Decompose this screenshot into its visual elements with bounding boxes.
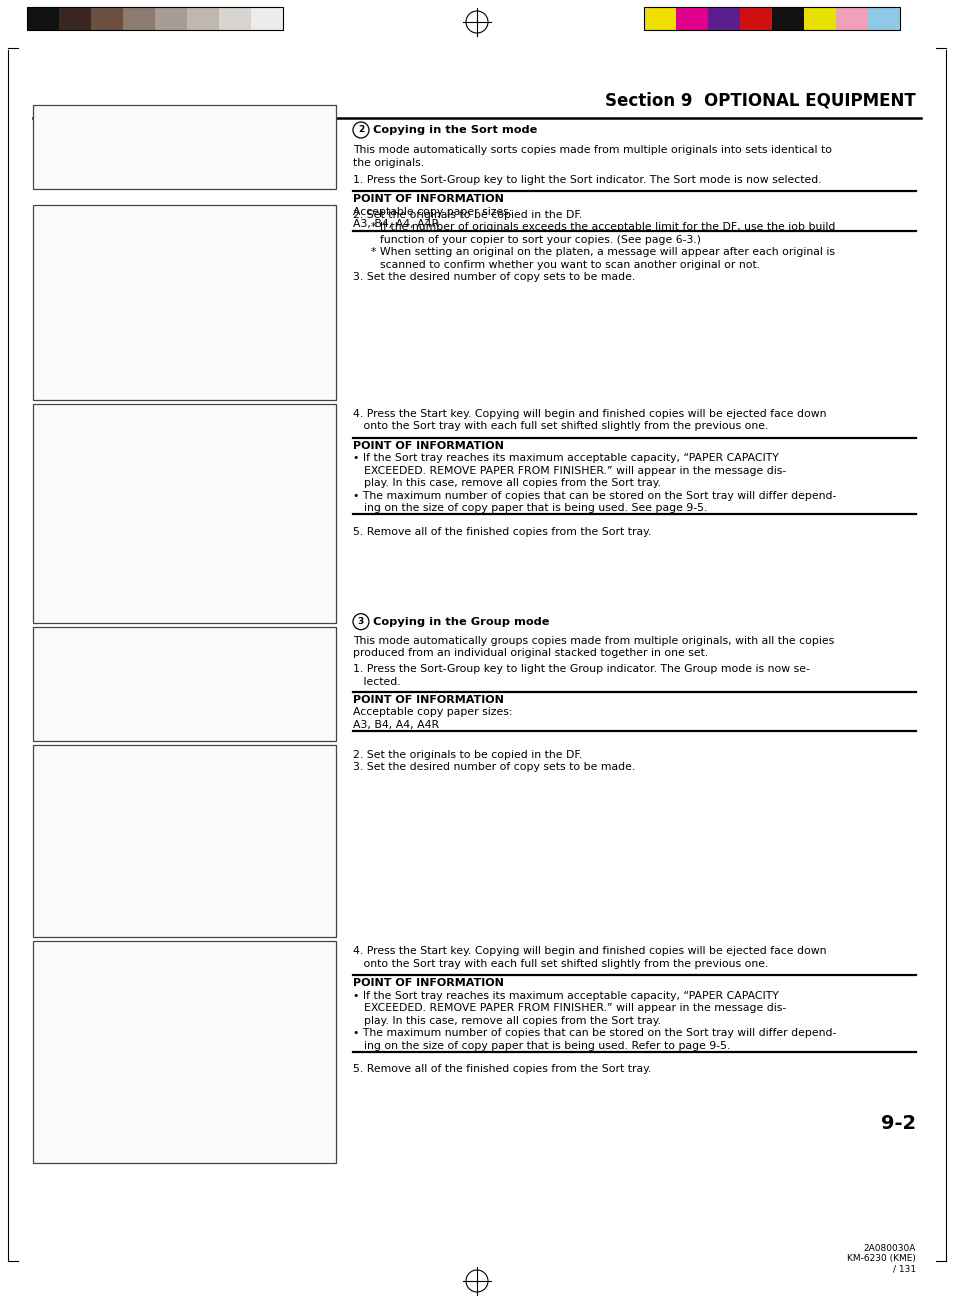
- Text: EXCEEDED. REMOVE PAPER FROM FINISHER.” will appear in the message dis-: EXCEEDED. REMOVE PAPER FROM FINISHER.” w…: [364, 465, 785, 476]
- Bar: [33, 205, 335, 400]
- Bar: [33, 941, 335, 1163]
- Text: 1. Press the Sort-Group key to light the Sort indicator. The Sort mode is now se: 1. Press the Sort-Group key to light the…: [353, 174, 821, 185]
- Bar: [643, 7, 676, 30]
- Text: Copying in the Group mode: Copying in the Group mode: [373, 616, 549, 627]
- Bar: [123, 7, 154, 30]
- Text: 9-2: 9-2: [880, 1114, 915, 1133]
- Text: 1. Press the Sort-Group key to light the Group indicator. The Group mode is now : 1. Press the Sort-Group key to light the…: [353, 665, 809, 674]
- Text: onto the Sort tray with each full set shifted slightly from the previous one.: onto the Sort tray with each full set sh…: [353, 421, 767, 431]
- Bar: [154, 7, 187, 30]
- Text: EXCEEDED. REMOVE PAPER FROM FINISHER.” will appear in the message dis-: EXCEEDED. REMOVE PAPER FROM FINISHER.” w…: [364, 1003, 785, 1013]
- Text: lected.: lected.: [353, 676, 400, 687]
- Text: * When setting an original on the platen, a message will appear after each origi: * When setting an original on the platen…: [371, 246, 834, 257]
- Text: / 131: / 131: [892, 1264, 915, 1273]
- Bar: [33, 105, 335, 189]
- Text: ing on the size of copy paper that is being used. See page 9-5.: ing on the size of copy paper that is be…: [364, 503, 706, 513]
- Text: A3, B4, A4, A4R: A3, B4, A4, A4R: [353, 219, 438, 229]
- Text: A3, B4, A4, A4R: A3, B4, A4, A4R: [353, 720, 438, 730]
- Bar: [740, 7, 771, 30]
- Text: KM-6230 (KME): KM-6230 (KME): [846, 1255, 915, 1262]
- Text: 2: 2: [357, 126, 364, 135]
- Text: produced from an individual original stacked together in one set.: produced from an individual original sta…: [353, 648, 707, 658]
- Bar: [187, 7, 219, 30]
- Text: This mode automatically sorts copies made from multiple originals into sets iden: This mode automatically sorts copies mad…: [353, 146, 831, 155]
- Bar: [33, 404, 335, 623]
- Text: 2A080030A: 2A080030A: [862, 1244, 915, 1253]
- Text: This mode automatically groups copies made from multiple originals, with all the: This mode automatically groups copies ma…: [353, 636, 833, 645]
- Text: 5. Remove all of the finished copies from the Sort tray.: 5. Remove all of the finished copies fro…: [353, 527, 651, 536]
- Bar: [59, 7, 91, 30]
- Text: POINT OF INFORMATION: POINT OF INFORMATION: [353, 194, 503, 205]
- Bar: [27, 7, 283, 30]
- Text: play. In this case, remove all copies from the Sort tray.: play. In this case, remove all copies fr…: [364, 1016, 660, 1025]
- Text: • If the Sort tray reaches its maximum acceptable capacity, “PAPER CAPACITY: • If the Sort tray reaches its maximum a…: [353, 991, 778, 1000]
- Bar: [835, 7, 867, 30]
- Text: the originals.: the originals.: [353, 157, 424, 168]
- Text: Acceptable copy paper sizes:: Acceptable copy paper sizes:: [353, 207, 512, 216]
- Text: ing on the size of copy paper that is being used. Refer to page 9-5.: ing on the size of copy paper that is be…: [364, 1041, 730, 1050]
- Text: Acceptable copy paper sizes:: Acceptable copy paper sizes:: [353, 708, 512, 717]
- Text: POINT OF INFORMATION: POINT OF INFORMATION: [353, 978, 503, 988]
- Text: 4. Press the Start key. Copying will begin and finished copies will be ejected f: 4. Press the Start key. Copying will beg…: [353, 947, 825, 956]
- Text: 4. Press the Start key. Copying will begin and finished copies will be ejected f: 4. Press the Start key. Copying will beg…: [353, 409, 825, 418]
- Bar: [33, 745, 335, 937]
- Text: Section 9  OPTIONAL EQUIPMENT: Section 9 OPTIONAL EQUIPMENT: [604, 92, 915, 110]
- Text: Copying in the Sort mode: Copying in the Sort mode: [373, 125, 537, 135]
- Bar: [33, 627, 335, 741]
- Bar: [707, 7, 740, 30]
- Bar: [676, 7, 707, 30]
- Text: scanned to confirm whether you want to scan another original or not.: scanned to confirm whether you want to s…: [379, 260, 760, 270]
- Text: 3. Set the desired number of copy sets to be made.: 3. Set the desired number of copy sets t…: [353, 762, 635, 772]
- Bar: [91, 7, 123, 30]
- Text: function of your copier to sort your copies. (See page 6-3.): function of your copier to sort your cop…: [379, 235, 700, 245]
- Text: • If the Sort tray reaches its maximum acceptable capacity, “PAPER CAPACITY: • If the Sort tray reaches its maximum a…: [353, 454, 778, 463]
- Text: 3. Set the desired number of copy sets to be made.: 3. Set the desired number of copy sets t…: [353, 271, 635, 282]
- Text: onto the Sort tray with each full set shifted slightly from the previous one.: onto the Sort tray with each full set sh…: [353, 958, 767, 969]
- Text: * If the number of originals exceeds the acceptable limit for the DF, use the jo: * If the number of originals exceeds the…: [371, 222, 835, 232]
- Bar: [27, 7, 59, 30]
- Bar: [803, 7, 835, 30]
- Bar: [251, 7, 283, 30]
- Bar: [771, 7, 803, 30]
- Text: • The maximum number of copies that can be stored on the Sort tray will differ d: • The maximum number of copies that can …: [353, 1028, 836, 1038]
- Text: 2. Set the originals to be copied in the DF.: 2. Set the originals to be copied in the…: [353, 210, 581, 219]
- Bar: [219, 7, 251, 30]
- Text: play. In this case, remove all copies from the Sort tray.: play. In this case, remove all copies fr…: [364, 479, 660, 488]
- Text: • The maximum number of copies that can be stored on the Sort tray will differ d: • The maximum number of copies that can …: [353, 490, 836, 501]
- Text: 5. Remove all of the finished copies from the Sort tray.: 5. Remove all of the finished copies fro…: [353, 1065, 651, 1074]
- Text: POINT OF INFORMATION: POINT OF INFORMATION: [353, 440, 503, 451]
- Bar: [643, 7, 899, 30]
- Text: POINT OF INFORMATION: POINT OF INFORMATION: [353, 695, 503, 705]
- Text: 2. Set the originals to be copied in the DF.: 2. Set the originals to be copied in the…: [353, 750, 581, 759]
- Bar: [867, 7, 899, 30]
- Text: 3: 3: [357, 617, 364, 627]
